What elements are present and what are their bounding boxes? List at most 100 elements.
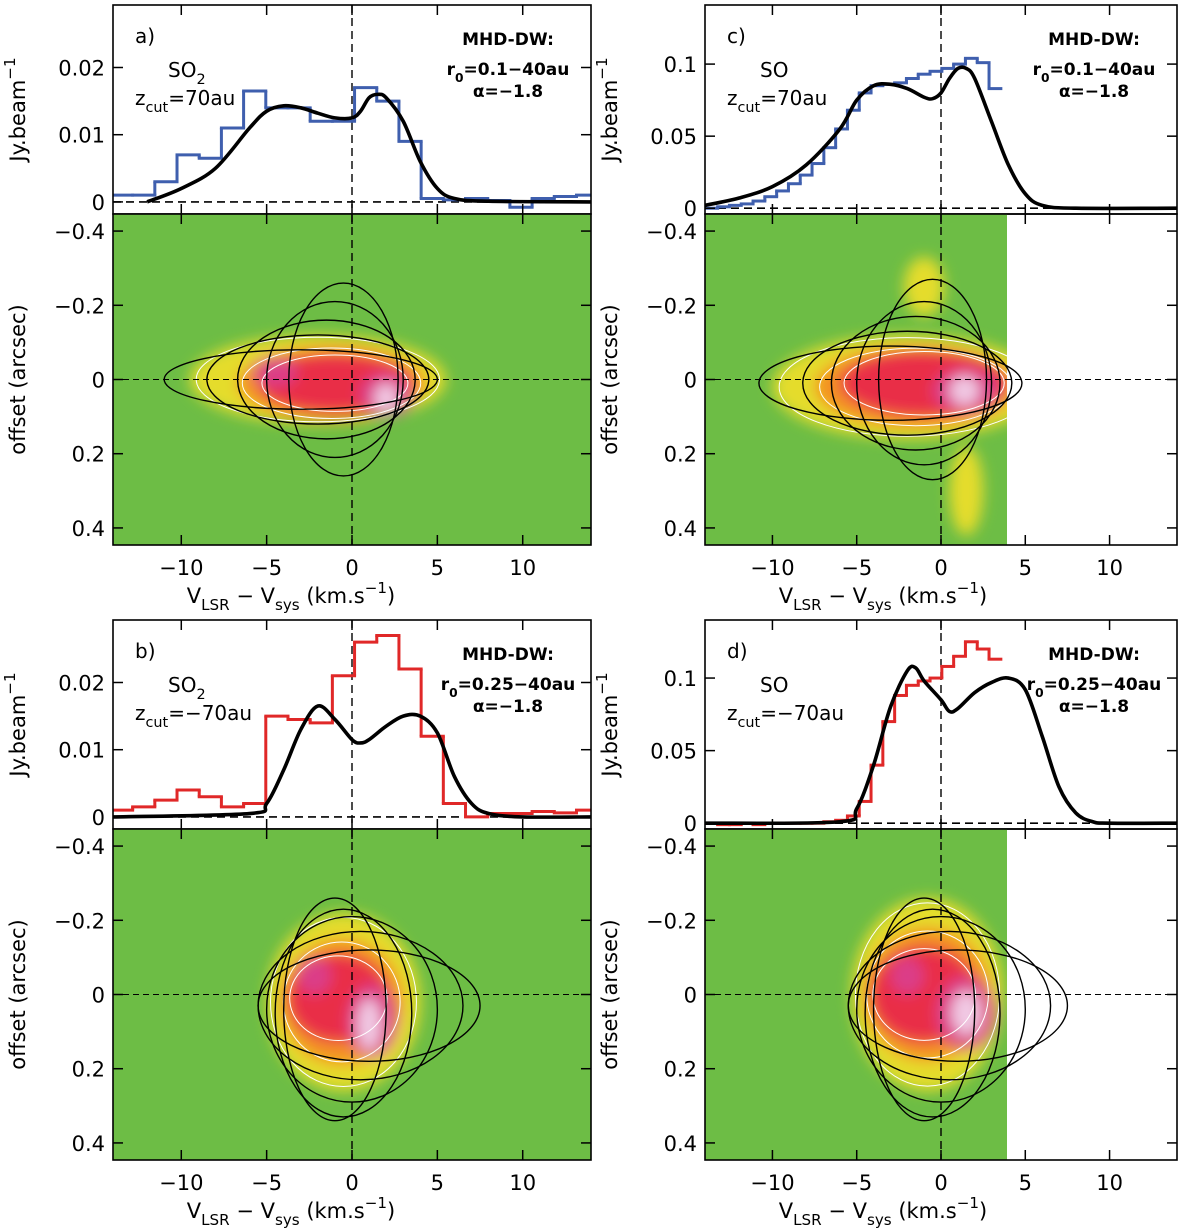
y-tick-label: 0 xyxy=(684,197,697,221)
x-tick-label: 0 xyxy=(345,1171,358,1195)
x-tick-label: 10 xyxy=(1096,1171,1123,1195)
pv-obs-contour xyxy=(289,955,388,1042)
y-tick-label: 0 xyxy=(92,984,105,1008)
y-tick-label: 0.4 xyxy=(72,1132,105,1156)
y-tick-label: −0.4 xyxy=(646,835,697,859)
x-axis-label-part: ) xyxy=(979,584,987,608)
x-axis-label-part: LSR xyxy=(793,1211,822,1229)
zcut-part: cut xyxy=(146,715,169,731)
y-tick-label: 0.1 xyxy=(664,667,697,691)
zcut: zcut=70au xyxy=(727,86,827,116)
y-tick-label: 0 xyxy=(684,369,697,393)
model-r0-part: r xyxy=(447,60,456,80)
y-tick-label: −0.2 xyxy=(54,294,105,318)
y-axis-label: offset (arcsec) xyxy=(598,304,622,454)
model-r0-part: 0 xyxy=(449,686,458,700)
pv-blob xyxy=(357,998,382,1051)
pv-blob xyxy=(297,957,332,995)
zcut-part: z xyxy=(727,86,738,110)
x-axis-label: VLSR − Vsys (km.s−1) xyxy=(187,1194,395,1229)
y-tick-label: −0.4 xyxy=(646,220,697,244)
pv-blob xyxy=(951,990,982,1036)
y-axis-label-part: −1 xyxy=(593,57,611,79)
zcut-part: cut xyxy=(738,715,761,731)
molecule-part: 2 xyxy=(196,687,205,703)
y-tick-label: 0.4 xyxy=(664,517,697,541)
y-tick-label: 0.02 xyxy=(58,671,105,695)
zcut-part: cut xyxy=(146,100,169,116)
x-axis-label: VLSR − Vsys (km.s−1) xyxy=(779,579,987,614)
model-alpha: α=−1.8 xyxy=(1059,82,1129,102)
x-axis-label-part: sys xyxy=(275,1211,300,1229)
pv-model-contour xyxy=(847,930,1052,1081)
x-axis-label: VLSR − Vsys (km.s−1) xyxy=(779,1194,987,1229)
y-tick-label: 0.01 xyxy=(58,739,105,763)
x-axis-label-part: LSR xyxy=(793,596,822,614)
y-axis-label: Jy.beam−1 xyxy=(593,57,622,163)
molecule-part: SO xyxy=(760,58,788,82)
panel-label: d) xyxy=(727,639,748,663)
model-r0-part: =0.1−40au xyxy=(1050,60,1156,80)
y-axis-label: offset (arcsec) xyxy=(6,919,30,1069)
pv-model-contour xyxy=(283,897,387,1122)
x-tick-label: 5 xyxy=(431,556,444,580)
model-r0: r0=0.25−40au xyxy=(441,675,576,700)
zcut-part: cut xyxy=(738,100,761,116)
x-axis-label-part: − V xyxy=(230,1199,276,1223)
molecule: SO2 xyxy=(168,58,206,88)
model-r0-part: 0 xyxy=(455,71,464,85)
x-axis-label-part: V xyxy=(779,1199,794,1223)
x-axis-label-part: ) xyxy=(979,1199,987,1223)
x-axis-label-part: V xyxy=(779,584,794,608)
y-axis-label-part: Jy.beam xyxy=(6,695,30,779)
x-tick-label: 0 xyxy=(934,1171,947,1195)
y-tick-label: −0.2 xyxy=(646,294,697,318)
x-tick-label: −10 xyxy=(159,556,203,580)
plot-area xyxy=(113,5,591,214)
pv-model-contour xyxy=(257,930,464,1081)
x-axis-label-part: −1 xyxy=(365,1194,387,1212)
y-axis-label: Jy.beam−1 xyxy=(593,672,622,778)
y-axis-label-part: −1 xyxy=(1,57,19,79)
model-r0-part: 0 xyxy=(1035,686,1044,700)
y-tick-label: 0.01 xyxy=(58,124,105,148)
x-tick-label: −5 xyxy=(251,1171,282,1195)
pv-model-contour xyxy=(856,300,993,466)
y-tick-label: 0.02 xyxy=(58,56,105,80)
pv-blob xyxy=(890,957,925,995)
x-tick-label: −10 xyxy=(159,1171,203,1195)
model-r0-part: r xyxy=(441,675,450,695)
model-r0-part: r xyxy=(1027,675,1036,695)
x-axis-label-part: sys xyxy=(275,596,300,614)
model-alpha: α=−1.8 xyxy=(473,697,543,717)
zcut-part: z xyxy=(727,701,738,725)
zcut-part: =−70au xyxy=(760,701,844,725)
pv-blob xyxy=(949,375,980,406)
x-axis-label-part: LSR xyxy=(201,1211,230,1229)
x-tick-label: 0 xyxy=(934,556,947,580)
pv-obs-contour xyxy=(241,347,422,419)
x-axis-label-part: (km.s xyxy=(300,584,365,608)
y-tick-label: −0.2 xyxy=(54,909,105,933)
model-r0-part: =0.1−40au xyxy=(464,60,570,80)
x-axis-label-part: −1 xyxy=(957,579,979,597)
pv-model-contour xyxy=(758,345,1023,422)
model-r0-part: r xyxy=(1033,60,1042,80)
molecule: SO xyxy=(760,673,788,697)
model-alpha: α=−1.8 xyxy=(473,82,543,102)
model-name: MHD-DW: xyxy=(1048,30,1140,50)
x-axis-label-part: LSR xyxy=(201,596,230,614)
x-axis-label-part: (km.s xyxy=(892,584,957,608)
zcut-part: z xyxy=(135,701,146,725)
x-axis-label-part: −1 xyxy=(365,579,387,597)
x-tick-label: 10 xyxy=(509,1171,536,1195)
plot-area xyxy=(705,214,1177,545)
y-tick-label: 0.2 xyxy=(664,443,697,467)
molecule-part: SO xyxy=(168,673,196,697)
y-axis-label-part: Jy.beam xyxy=(598,695,622,779)
panel-label: b) xyxy=(135,639,156,663)
y-tick-label: 0.2 xyxy=(72,443,105,467)
y-axis-label-part: Jy.beam xyxy=(6,80,30,164)
molecule-part: SO xyxy=(168,58,196,82)
model-name: MHD-DW: xyxy=(462,645,554,665)
